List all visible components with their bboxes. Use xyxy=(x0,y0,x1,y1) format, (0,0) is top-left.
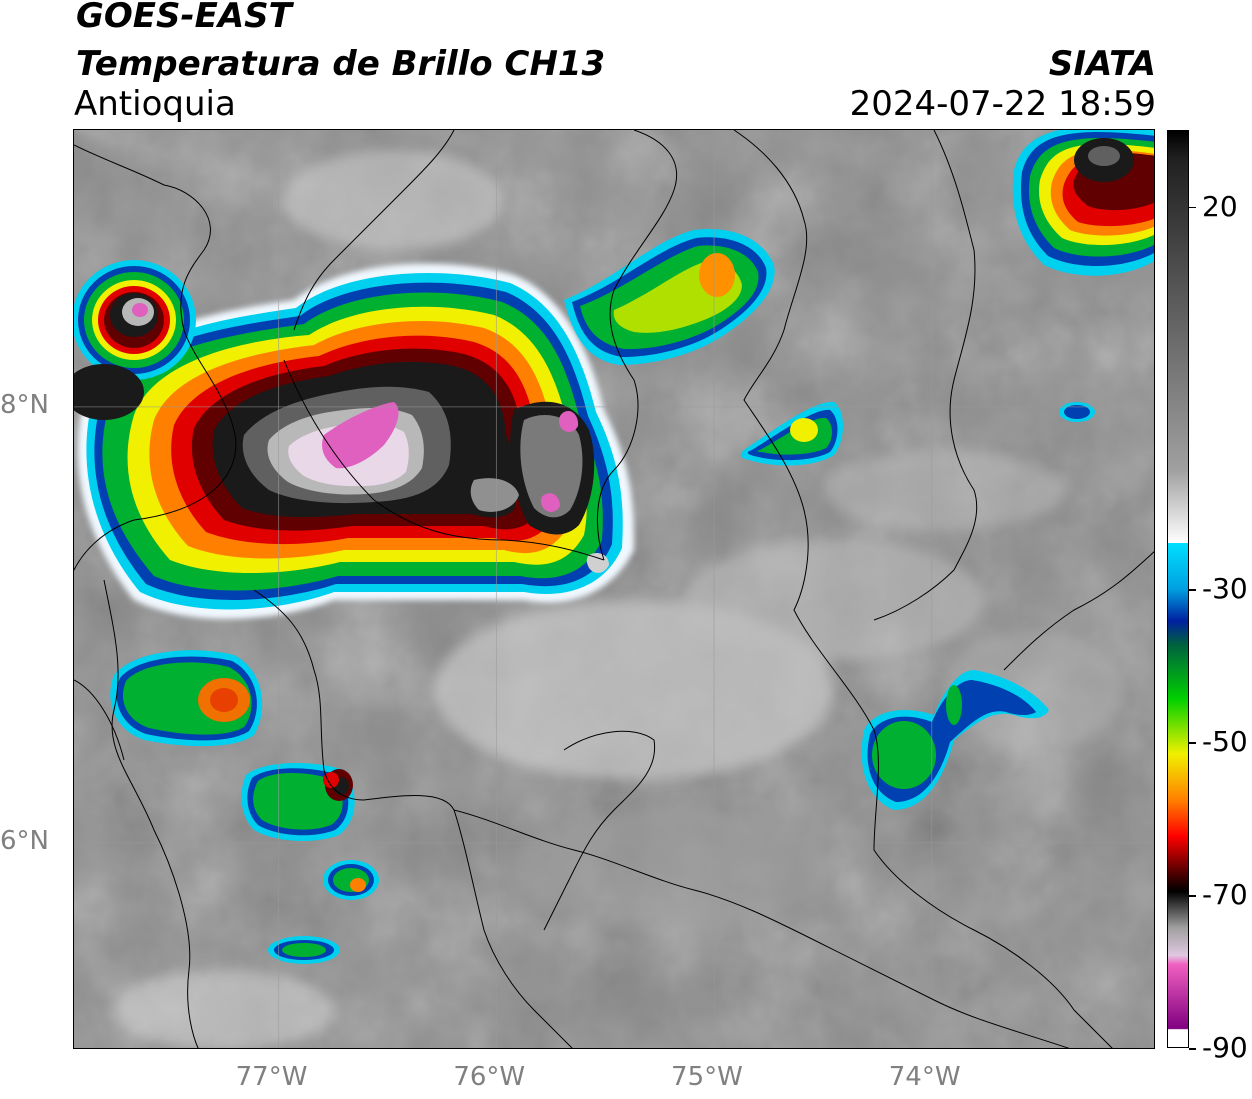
department-border-east xyxy=(733,130,1113,1048)
convective-cell-south-1 xyxy=(323,860,379,900)
convective-cell-northeast xyxy=(1012,130,1154,276)
satellite-map[interactable] xyxy=(73,129,1155,1049)
product-title: Temperatura de Brillo CH13 xyxy=(76,44,606,84)
temperature-colorbar xyxy=(1167,130,1189,1048)
organization-name: SIATA xyxy=(1048,44,1156,84)
convective-system-large xyxy=(77,263,634,619)
colorbar-label-minus70: -70 xyxy=(1202,878,1248,911)
department-border-santander xyxy=(873,130,978,621)
department-border-north xyxy=(283,359,605,561)
colorbar-label-minus90: -90 xyxy=(1202,1031,1248,1064)
lat-lon-grid xyxy=(74,130,1154,1048)
lat-label-6n: 6°N xyxy=(0,825,49,856)
border-choco xyxy=(74,679,125,761)
colorbar-tick xyxy=(1189,742,1196,744)
department-border-antioquia-north xyxy=(596,130,678,561)
convective-cell-west-mid xyxy=(110,650,263,747)
department-border-boyaca xyxy=(1003,551,1154,671)
lon-label-76w: 76°W xyxy=(453,1062,526,1092)
department-border-south xyxy=(453,809,1070,1048)
department-border-west xyxy=(253,589,573,1048)
coastline-caribbean xyxy=(74,144,237,571)
department-border-caldas xyxy=(543,730,656,931)
lat-label-8n: 8°N xyxy=(0,389,49,420)
convective-cell-southeast xyxy=(861,670,1049,810)
region-name: Antioquia xyxy=(74,84,236,124)
coastline-pacific xyxy=(103,579,199,1048)
lon-label-77w: 77°W xyxy=(235,1062,308,1092)
department-border-urabá xyxy=(293,130,455,331)
colorbar-tick xyxy=(1189,895,1196,897)
convective-cell-south-2 xyxy=(268,936,340,964)
colorbar-tick xyxy=(1189,206,1196,208)
political-boundaries xyxy=(74,130,1154,1048)
colorbar-label-minus50: -50 xyxy=(1202,725,1248,758)
colorbar-label-minus30: -30 xyxy=(1202,572,1248,605)
convective-cell-southwest xyxy=(241,763,355,842)
lon-label-75w: 75°W xyxy=(671,1062,743,1092)
satellite-title: GOES-EAST xyxy=(76,0,292,36)
colorbar-tick xyxy=(1189,589,1196,591)
convective-cell-northwest xyxy=(74,260,196,420)
convective-cell-east xyxy=(740,401,843,466)
timestamp: 2024-07-22 18:59 xyxy=(849,84,1156,124)
lon-label-74w: 74°W xyxy=(888,1062,961,1092)
colorbar-label-20: 20 xyxy=(1202,189,1238,223)
colorbar-tick xyxy=(1189,1048,1196,1050)
small-cell-ne-2 xyxy=(1059,402,1095,422)
